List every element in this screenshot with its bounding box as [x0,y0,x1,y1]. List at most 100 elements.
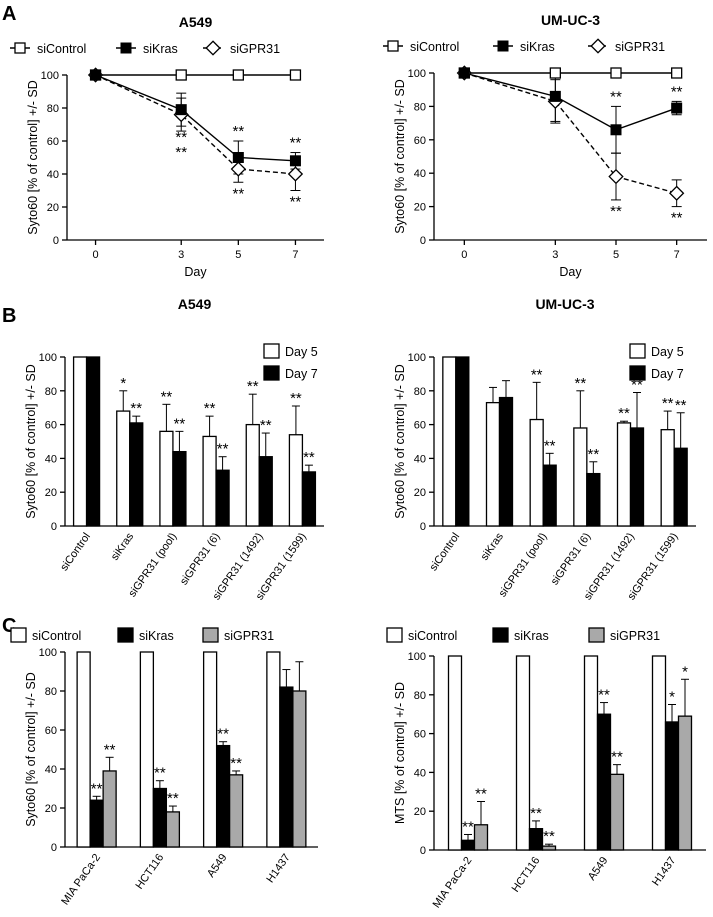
significance-label: ** [232,185,244,202]
y-tick-label: 100 [41,70,59,82]
y-tick-label: 20 [45,803,57,815]
data-point [90,69,102,81]
data-point [175,69,187,81]
bar [152,787,168,848]
y-axis-label: Syto60 [% of control] +/- SD [393,364,407,519]
bar [279,686,294,848]
bar [629,427,645,527]
y-tick-label: 60 [414,420,426,432]
y-axis-label: Syto60 [% of control] +/- SD [24,364,38,519]
legend-label: siKras [514,629,549,643]
x-tick-label: A549 [586,855,611,883]
significance-label: ** [290,194,302,211]
y-tick-label: 0 [51,521,57,533]
significance-label: ** [610,88,622,105]
y-tick-label: 80 [414,101,426,113]
x-tick-label: siControl [428,531,463,573]
bar [660,429,675,527]
x-tick-label: H1437 [264,852,292,885]
legend-marker [14,42,26,54]
y-tick-label: 60 [414,729,426,741]
series-line [95,74,296,162]
y-tick-label: 0 [420,521,426,533]
significance-label: ** [587,446,599,463]
legend-label: siKras [139,629,174,643]
bar [165,811,181,848]
significance-label: * [120,375,126,392]
y-tick-label: 100 [39,647,57,659]
x-tick-label: MIA PaCa-2 [59,852,103,907]
y-tick-label: 80 [45,386,57,398]
y-tick-label: 40 [47,169,59,181]
x-tick-label: MIA PaCa-2 [431,855,475,910]
bar [202,435,217,527]
y-tick-label: 60 [45,725,57,737]
y-tick-label: 100 [39,352,57,364]
bar [172,450,187,527]
x-tick-label: 0 [92,249,98,261]
bar [129,422,144,527]
legend-label: siGPR31 [230,42,280,56]
data-point [610,67,622,79]
significance-label: ** [662,395,674,412]
bar [139,651,155,848]
data-point [549,67,561,79]
x-tick-label: 0 [461,249,467,261]
significance-label: ** [598,687,610,704]
significance-label: ** [303,449,315,466]
series-line [95,74,296,175]
x-axis-label: Day [559,265,582,279]
legend-marker [120,42,132,54]
data-point [668,185,685,201]
y-tick-label: 40 [414,168,426,180]
x-tick-label: H1437 [650,855,678,888]
y-tick-label: 20 [414,202,426,214]
series-line [464,72,677,194]
data-point [458,67,470,79]
bar [85,356,101,527]
significance-label: ** [611,749,623,766]
legend-swatch [10,627,27,643]
significance-label: ** [675,397,687,414]
legend-swatch [629,343,646,359]
significance-label: ** [631,376,643,393]
data-point [175,104,187,116]
bar [664,721,680,851]
significance-label: ** [290,135,302,152]
legend-label: Day 7 [285,367,318,381]
y-tick-label: 60 [45,420,57,432]
significance-label: ** [230,755,242,772]
y-tick-label: 0 [53,235,59,247]
significance-label: ** [543,828,555,845]
significance-label: ** [175,144,187,161]
legend-swatch [263,343,280,359]
legend-marker [497,40,509,52]
bar [447,655,463,851]
legend-label: siControl [408,629,457,643]
significance-label: ** [531,366,543,383]
chart-title: UM-UC-3 [541,12,600,28]
bar [542,464,557,527]
data-point [232,69,244,81]
significance-label: ** [154,765,166,782]
bar [498,396,514,527]
significance-label: ** [217,441,229,458]
x-tick-label: 3 [552,249,558,261]
significance-label: ** [462,818,474,835]
significance-label: ** [104,741,116,758]
bar [573,427,588,527]
legend-label: siKras [520,40,555,54]
bar [616,422,632,527]
y-tick-label: 100 [408,68,426,80]
y-tick-label: 80 [414,690,426,702]
bar [228,774,244,848]
bar [442,356,457,527]
legend-label: Day 5 [651,345,684,359]
significance-label: ** [167,790,179,807]
y-tick-label: 80 [47,103,59,115]
bar [596,713,612,851]
data-point [610,124,622,136]
